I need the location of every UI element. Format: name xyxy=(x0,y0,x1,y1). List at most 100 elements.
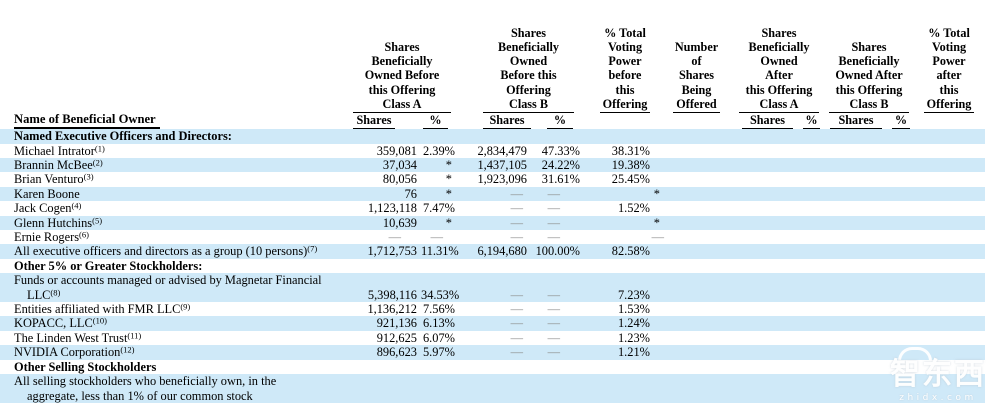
cell-voting-before: 1.53% xyxy=(617,302,650,317)
cell-shares-before-b: — xyxy=(510,230,523,245)
voting-after-title-last: Offering xyxy=(923,97,975,113)
cell-voting-before xyxy=(582,129,668,144)
table-header: Name of Beneficial Owner Shares Benefici… xyxy=(0,10,985,130)
subheader-pct-after-b: % xyxy=(885,113,913,130)
cell-shares-before-b xyxy=(457,360,531,374)
cell-pct-before-a: 7.47% xyxy=(422,201,455,216)
cell-shares-before-b: — xyxy=(457,316,531,331)
footnote-marker: (8) xyxy=(50,287,61,298)
owner-name-cell: Michael Intrator(1) xyxy=(14,143,105,158)
cell-shares-after-a xyxy=(725,345,795,360)
cell-shares-after-a xyxy=(725,158,795,173)
header-subcolumn-row: Shares % Shares % Shares % Shares % xyxy=(0,113,985,130)
cell-shares-offered xyxy=(668,172,725,186)
cell-shares-offered xyxy=(668,129,725,144)
cell-pct-after-a xyxy=(795,186,823,202)
cell-pct-before-a: * xyxy=(445,172,452,187)
beneficial-ownership-table: Name of Beneficial Owner Shares Benefici… xyxy=(0,10,986,403)
cell-shares-offered xyxy=(668,316,725,331)
cell-pct-before-a xyxy=(421,259,457,273)
subheader-pct-before-a: % xyxy=(421,113,457,130)
subheader-spacer-voting-after xyxy=(913,113,985,129)
subheader-shares-before-a: Shares xyxy=(345,113,421,130)
subheader-spacer-offered xyxy=(668,113,725,129)
cell-pct-before-b: 31.61% xyxy=(541,172,580,187)
cell-voting-before: 7.23% xyxy=(582,273,668,303)
table-row: Named Executive Officers and Directors: xyxy=(0,129,986,144)
cell-shares-before-b: — xyxy=(510,302,523,317)
cell-shares-after-a xyxy=(725,360,795,374)
table-row: Michael Intrator(1) 359,081 2.39% 2,834,479… xyxy=(0,144,985,158)
cell-pct-before-b: — xyxy=(547,230,560,245)
cell-shares-after-a xyxy=(725,144,795,158)
cell-shares-after-b xyxy=(823,230,885,244)
cell-shares-after-b xyxy=(823,374,885,403)
cell-voting-before xyxy=(582,259,668,273)
cell-voting-before: 1.52% xyxy=(617,201,650,216)
cell-pct-before-a: * xyxy=(421,158,457,173)
cell-voting-after xyxy=(913,230,985,244)
cell-shares-after-b xyxy=(823,158,885,173)
footnote-marker: (3) xyxy=(83,171,94,182)
cell-shares-offered xyxy=(668,201,725,215)
cell-pct-after-b xyxy=(885,331,913,345)
footnote-marker: (9) xyxy=(180,301,191,312)
cell-shares-after-b xyxy=(823,302,885,316)
cell-pct-before-b xyxy=(531,374,582,403)
cell-shares-offered xyxy=(668,230,725,244)
cell-shares-after-b xyxy=(823,129,885,144)
cell-shares-after-a xyxy=(725,215,795,231)
before-class-b-title: Shares Beneficially Owned Before this Of… xyxy=(483,26,574,113)
cell-shares-before-b: — xyxy=(510,330,523,345)
cell-shares-before-b xyxy=(457,259,531,273)
col-header-name: Name of Beneficial Owner xyxy=(0,10,345,130)
table-row: All executive officers and directors as … xyxy=(0,244,986,259)
before-class-a-title: Shares Beneficially Owned Before this Of… xyxy=(353,40,451,113)
cell-pct-before-a: * xyxy=(421,215,457,231)
cell-pct-after-a xyxy=(795,374,823,403)
cell-shares-after-b xyxy=(823,259,885,273)
cell-shares-after-a xyxy=(725,331,795,345)
cell-shares-offered xyxy=(668,360,725,374)
cell-pct-after-b xyxy=(885,158,914,173)
cell-shares-before-b: — xyxy=(510,201,523,216)
cell-pct-after-a xyxy=(795,201,823,215)
cell-shares-before-a: 1,712,753 xyxy=(345,244,421,259)
cell-pct-before-b xyxy=(531,259,582,273)
owner-name-cell: NVIDIA Corporation(12) xyxy=(0,345,345,360)
cell-voting-after xyxy=(913,345,986,360)
cell-voting-before xyxy=(582,374,668,403)
cell-shares-before-b xyxy=(457,129,531,144)
cell-pct-before-b: — xyxy=(547,201,560,216)
owner-name-cell: Karen Boone xyxy=(0,186,345,202)
cell-pct-after-b xyxy=(885,186,914,202)
table-row: NVIDIA Corporation(12) 896,623 5.97% — —1.21… xyxy=(0,345,986,360)
owner-name-cell: Glenn Hutchins(5) xyxy=(0,215,345,231)
cell-voting-after xyxy=(913,201,985,215)
cell-pct-before-b: 100.00% xyxy=(531,244,582,259)
cell-pct-after-a xyxy=(795,144,823,158)
cell-pct-after-a xyxy=(795,172,823,186)
cell-shares-after-b xyxy=(823,331,885,345)
table-row: Funds or accounts managed or advised by … xyxy=(0,273,986,303)
cell-shares-before-a: 76 xyxy=(345,186,421,202)
cell-shares-offered xyxy=(668,215,725,231)
cell-shares-before-a xyxy=(345,129,421,144)
cell-voting-after xyxy=(913,144,985,158)
cell-shares-offered xyxy=(668,331,725,345)
cell-voting-after xyxy=(913,172,985,186)
cell-shares-after-b xyxy=(823,172,885,186)
cell-shares-after-a xyxy=(725,186,795,202)
cell-pct-after-a xyxy=(795,259,823,273)
cell-pct-after-a xyxy=(795,215,823,231)
subheader-pct-after-a: % xyxy=(795,113,823,130)
owner-name-cell: Brannin McBee(2) xyxy=(0,158,345,173)
cell-pct-after-b xyxy=(885,259,913,273)
owner-name-cell: Entities affiliated with FMR LLC(9) xyxy=(14,301,191,317)
shares-offered-title: Number of Shares Being xyxy=(674,39,719,97)
cell-pct-after-b xyxy=(885,172,913,186)
cell-shares-after-a xyxy=(725,244,795,259)
after-class-a-title: Shares Beneficially Owned After this Off… xyxy=(739,26,819,113)
cell-shares-before-b: — xyxy=(457,186,531,202)
subheader-shares-after-b: Shares xyxy=(823,113,885,130)
